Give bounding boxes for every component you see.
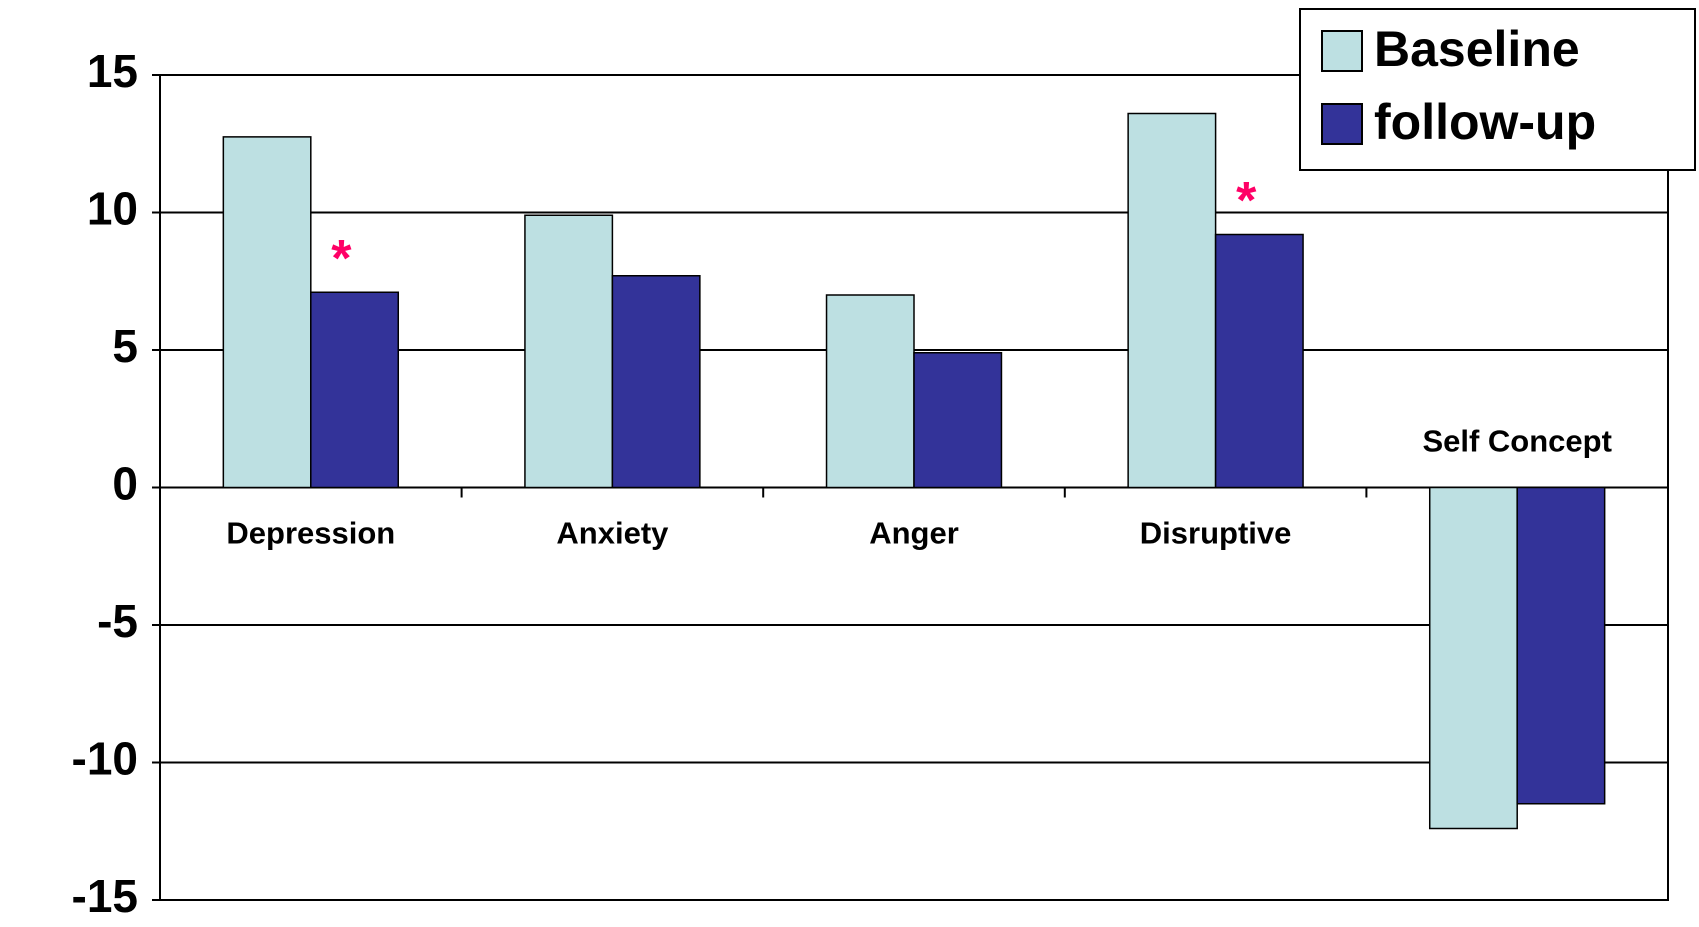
y-tick-label: 10 <box>87 183 138 235</box>
legend-label: follow-up <box>1374 94 1596 150</box>
y-tick-label: -10 <box>72 733 138 785</box>
bar <box>1127 112 1217 489</box>
x-tick-label: Disruptive <box>1140 516 1292 551</box>
bar <box>524 214 614 489</box>
legend-label: Baseline <box>1374 21 1580 77</box>
x-tick-label: Anxiety <box>556 516 669 551</box>
legend-box <box>1299 8 1696 171</box>
bar <box>222 136 312 489</box>
bar <box>825 294 915 489</box>
legend-swatch <box>1321 30 1363 72</box>
bar <box>310 291 400 489</box>
bar <box>1516 486 1606 805</box>
bar <box>1428 486 1518 830</box>
bar <box>611 275 701 489</box>
bar <box>913 352 1003 489</box>
x-tick-label: Self Concept <box>1422 424 1611 459</box>
annotation: * <box>331 230 352 288</box>
y-tick-label: 5 <box>112 320 138 372</box>
y-tick-label: -5 <box>97 595 138 647</box>
y-tick-label: -15 <box>72 870 138 922</box>
y-tick-label: 15 <box>87 45 138 97</box>
bar <box>1214 233 1304 489</box>
legend-swatch <box>1321 103 1363 145</box>
annotation: * <box>1236 172 1257 230</box>
x-tick-label: Depression <box>226 516 395 551</box>
x-tick-label: Anger <box>869 516 959 551</box>
y-tick-label: 0 <box>112 458 138 510</box>
